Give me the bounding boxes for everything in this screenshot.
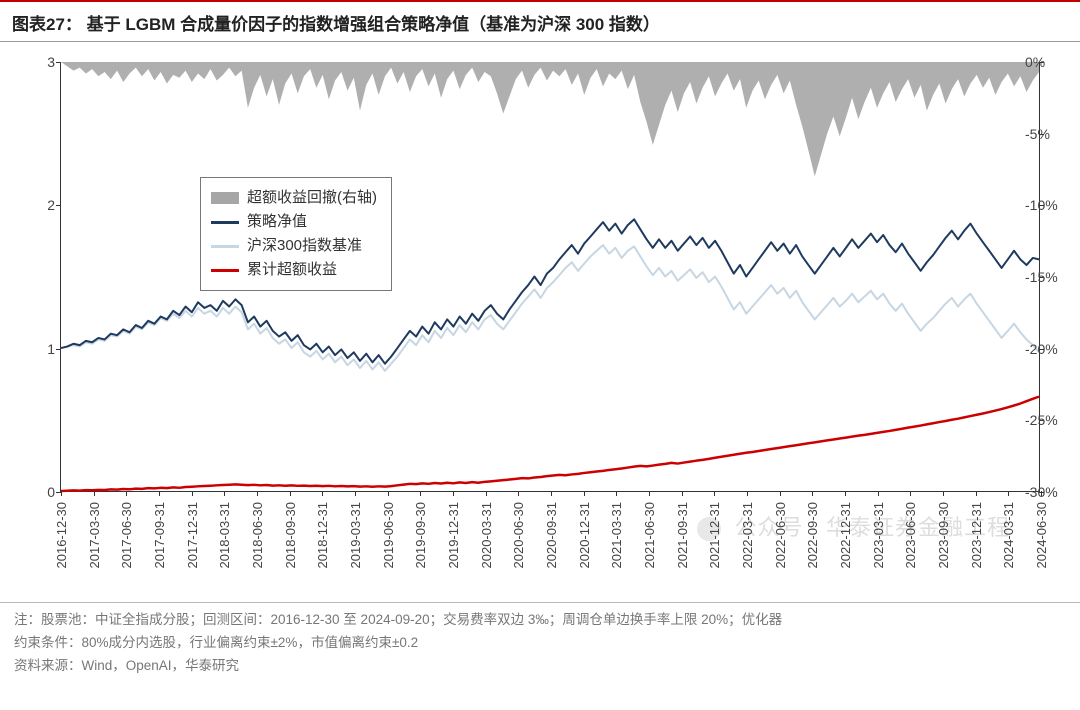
footnotes: 注：股票池：中证全指成分股；回测区间：2016-12-30 至 2024-09-… — [0, 602, 1080, 684]
legend: 超额收益回撤(右轴) 策略净值 沪深300指数基准 累计超额收益 — [200, 177, 392, 291]
legend-item-strategy: 策略净值 — [211, 210, 377, 234]
legend-label: 超额收益回撤(右轴) — [247, 186, 377, 210]
legend-item-drawdown: 超额收益回撤(右轴) — [211, 186, 377, 210]
legend-label: 沪深300指数基准 — [247, 234, 362, 258]
footnote-line: 约束条件：80%成分内选股，行业偏离约束±2%，市值偏离约束±0.2 — [14, 632, 1066, 655]
legend-label: 累计超额收益 — [247, 258, 337, 282]
legend-item-benchmark: 沪深300指数基准 — [211, 234, 377, 258]
legend-swatch-line — [211, 245, 239, 248]
footnote-line: 资料来源：Wind，OpenAI，华泰研究 — [14, 655, 1066, 678]
legend-swatch-line — [211, 221, 239, 224]
legend-swatch-line — [211, 269, 239, 272]
chart-title-bar: 图表27： 基于 LGBM 合成量价因子的指数增强组合策略净值（基准为沪深 30… — [0, 0, 1080, 42]
footnote-line: 注：股票池：中证全指成分股；回测区间：2016-12-30 至 2024-09-… — [14, 609, 1066, 632]
chart-area: 超额收益回撤(右轴) 策略净值 沪深300指数基准 累计超额收益 公众号 · 华… — [0, 42, 1080, 602]
chart-title: 图表27： 基于 LGBM 合成量价因子的指数增强组合策略净值（基准为沪深 30… — [12, 15, 660, 34]
legend-item-excess: 累计超额收益 — [211, 258, 377, 282]
legend-swatch-box — [211, 192, 239, 204]
legend-label: 策略净值 — [247, 210, 307, 234]
